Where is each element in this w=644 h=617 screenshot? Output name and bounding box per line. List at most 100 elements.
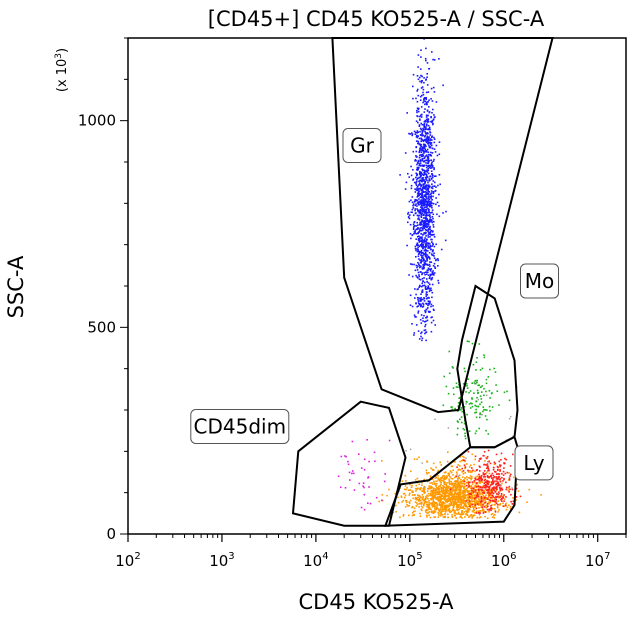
data-point bbox=[417, 215, 420, 217]
data-point bbox=[489, 368, 491, 371]
data-point bbox=[429, 244, 431, 247]
data-point bbox=[499, 465, 501, 468]
data-point bbox=[472, 507, 475, 510]
data-point bbox=[431, 209, 434, 211]
data-point bbox=[493, 489, 495, 492]
data-point bbox=[509, 488, 511, 491]
data-point bbox=[409, 232, 412, 235]
data-point bbox=[414, 131, 417, 134]
data-point bbox=[460, 500, 463, 503]
data-point bbox=[442, 212, 444, 214]
data-point bbox=[422, 195, 424, 198]
data-point bbox=[505, 508, 508, 511]
data-point bbox=[479, 501, 482, 503]
data-point bbox=[414, 191, 417, 193]
data-point bbox=[433, 233, 435, 236]
data-point bbox=[428, 277, 431, 280]
data-point bbox=[426, 461, 429, 463]
data-point bbox=[479, 395, 482, 397]
data-point bbox=[415, 264, 418, 267]
data-point bbox=[492, 481, 495, 484]
data-point bbox=[420, 106, 423, 108]
data-point bbox=[427, 507, 430, 509]
data-point bbox=[481, 486, 484, 489]
data-point bbox=[423, 180, 426, 183]
data-point bbox=[432, 58, 434, 61]
data-point bbox=[464, 505, 467, 508]
data-point bbox=[409, 448, 412, 450]
data-point bbox=[414, 510, 416, 513]
data-point bbox=[468, 470, 471, 472]
data-point bbox=[405, 480, 407, 482]
data-point bbox=[417, 54, 420, 56]
data-point bbox=[457, 427, 459, 430]
data-point bbox=[413, 231, 416, 233]
data-point bbox=[478, 384, 480, 386]
data-point bbox=[457, 477, 460, 479]
data-point bbox=[416, 132, 419, 134]
data-point bbox=[422, 280, 424, 283]
data-point bbox=[404, 152, 407, 154]
data-point bbox=[456, 509, 459, 512]
data-point bbox=[430, 476, 432, 478]
data-point bbox=[418, 151, 420, 153]
data-point bbox=[425, 59, 427, 62]
data-point bbox=[463, 429, 466, 431]
data-point bbox=[456, 496, 458, 498]
data-point bbox=[480, 488, 482, 491]
data-point bbox=[429, 131, 432, 134]
data-point bbox=[483, 470, 486, 472]
data-point bbox=[440, 513, 443, 515]
data-point bbox=[461, 479, 464, 482]
data-point bbox=[423, 272, 425, 274]
data-point bbox=[388, 439, 391, 442]
data-point bbox=[450, 492, 453, 494]
data-point bbox=[426, 84, 429, 86]
data-point bbox=[426, 73, 428, 75]
data-point bbox=[445, 498, 448, 501]
data-point bbox=[425, 206, 427, 208]
data-point bbox=[344, 487, 347, 489]
data-point bbox=[424, 182, 426, 185]
gate-gr bbox=[331, 37, 554, 414]
data-point bbox=[418, 263, 420, 265]
data-point bbox=[367, 476, 370, 478]
data-point bbox=[460, 460, 463, 462]
data-point bbox=[411, 132, 413, 134]
data-point bbox=[422, 190, 425, 193]
data-point bbox=[444, 505, 446, 508]
data-point bbox=[471, 481, 474, 483]
data-point bbox=[435, 197, 437, 199]
data-point bbox=[491, 490, 494, 492]
data-point bbox=[444, 494, 447, 497]
data-point bbox=[450, 480, 452, 483]
data-point bbox=[421, 202, 424, 205]
data-point bbox=[492, 499, 494, 502]
data-point bbox=[443, 492, 445, 495]
data-point bbox=[455, 517, 457, 519]
data-point bbox=[461, 455, 464, 458]
data-point bbox=[378, 500, 380, 503]
data-point bbox=[418, 483, 420, 486]
data-point bbox=[414, 496, 417, 499]
data-point bbox=[419, 211, 422, 214]
data-point bbox=[466, 498, 468, 501]
data-point bbox=[430, 163, 433, 166]
data-point bbox=[418, 124, 421, 126]
data-point bbox=[408, 274, 410, 276]
data-point bbox=[477, 405, 479, 408]
data-point bbox=[487, 433, 490, 435]
data-point bbox=[446, 475, 448, 477]
data-point bbox=[449, 476, 451, 478]
data-point bbox=[412, 179, 414, 181]
data-point bbox=[479, 403, 481, 405]
data-point bbox=[453, 498, 455, 500]
data-point bbox=[447, 485, 449, 488]
data-point bbox=[497, 476, 500, 479]
data-point bbox=[429, 138, 432, 140]
data-point bbox=[512, 435, 514, 437]
data-point bbox=[462, 505, 465, 508]
data-point bbox=[414, 200, 416, 202]
data-point bbox=[423, 152, 425, 154]
data-point bbox=[427, 250, 429, 252]
